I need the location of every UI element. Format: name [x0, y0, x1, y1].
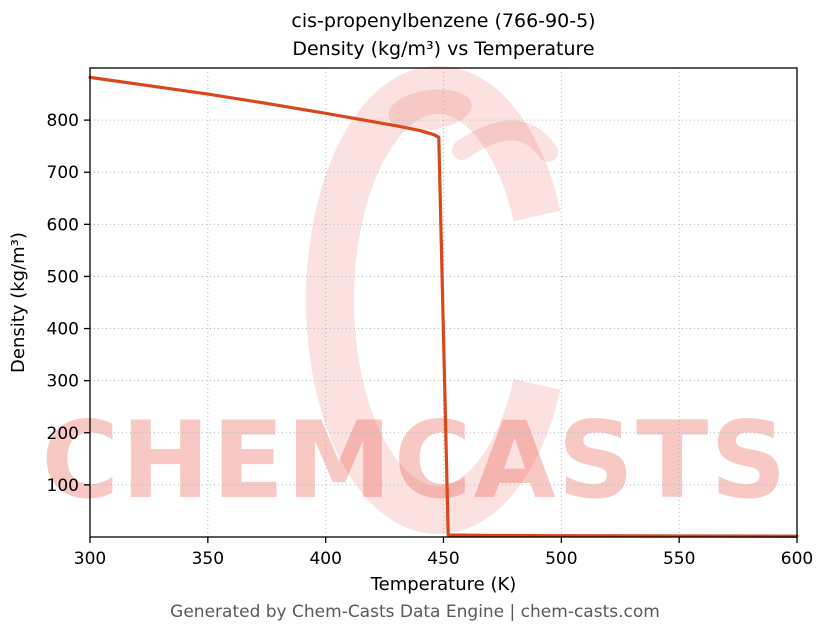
y-axis: 100 200 300 400 500 600 700 800 — [47, 111, 90, 496]
y-tick-label: 300 — [47, 372, 79, 392]
chart-title-line1: cis-propenylbenzene (766-90-5) — [291, 10, 596, 32]
x-tick-label: 500 — [545, 549, 577, 569]
y-tick-label: 400 — [47, 320, 79, 340]
y-axis-label: Density (kg/m³) — [8, 232, 29, 373]
chart-title-line2: Density (kg/m³) vs Temperature — [292, 37, 595, 60]
x-tick-label: 350 — [192, 549, 224, 569]
x-tick-label: 300 — [74, 549, 106, 569]
y-tick-label: 600 — [47, 215, 79, 235]
x-tick-label: 550 — [663, 549, 695, 569]
x-axis: 300 350 400 450 500 550 600 — [74, 537, 813, 569]
y-tick-label: 200 — [47, 424, 79, 444]
footer-credit: Generated by Chem-Casts Data Engine | ch… — [170, 602, 660, 622]
y-tick-label: 800 — [47, 111, 79, 131]
y-tick-label: 500 — [47, 267, 79, 287]
x-axis-label: Temperature (K) — [370, 574, 517, 595]
y-tick-label: 700 — [47, 163, 79, 183]
x-tick-label: 400 — [309, 549, 341, 569]
x-tick-label: 600 — [781, 549, 813, 569]
x-tick-label: 450 — [427, 549, 459, 569]
density-line — [88, 75, 799, 538]
y-tick-label: 100 — [47, 476, 79, 496]
chart-title: cis-propenylbenzene (766-90-5) Density (… — [90, 8, 797, 63]
